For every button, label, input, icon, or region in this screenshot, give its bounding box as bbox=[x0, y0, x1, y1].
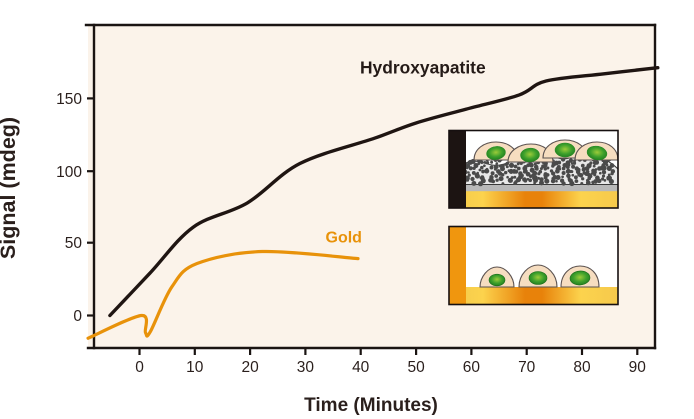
svg-text:150: 150 bbox=[56, 91, 82, 108]
svg-text:Gold: Gold bbox=[326, 230, 362, 247]
svg-text:Hydroxyapatite: Hydroxyapatite bbox=[360, 58, 486, 78]
svg-text:80: 80 bbox=[573, 359, 591, 376]
svg-text:10: 10 bbox=[186, 359, 204, 376]
svg-text:30: 30 bbox=[297, 359, 315, 376]
svg-text:70: 70 bbox=[518, 359, 536, 376]
svg-text:60: 60 bbox=[463, 359, 481, 376]
svg-text:0: 0 bbox=[73, 308, 82, 325]
svg-text:20: 20 bbox=[241, 359, 259, 376]
svg-text:50: 50 bbox=[407, 359, 425, 376]
svg-text:0: 0 bbox=[135, 359, 144, 376]
svg-text:50: 50 bbox=[65, 235, 83, 252]
svg-text:40: 40 bbox=[352, 359, 370, 376]
svg-text:90: 90 bbox=[629, 359, 647, 376]
svg-text:Time (Minutes): Time (Minutes) bbox=[304, 395, 438, 416]
svg-text:100: 100 bbox=[56, 164, 82, 181]
svg-text:Signal (mdeg): Signal (mdeg) bbox=[0, 117, 20, 259]
